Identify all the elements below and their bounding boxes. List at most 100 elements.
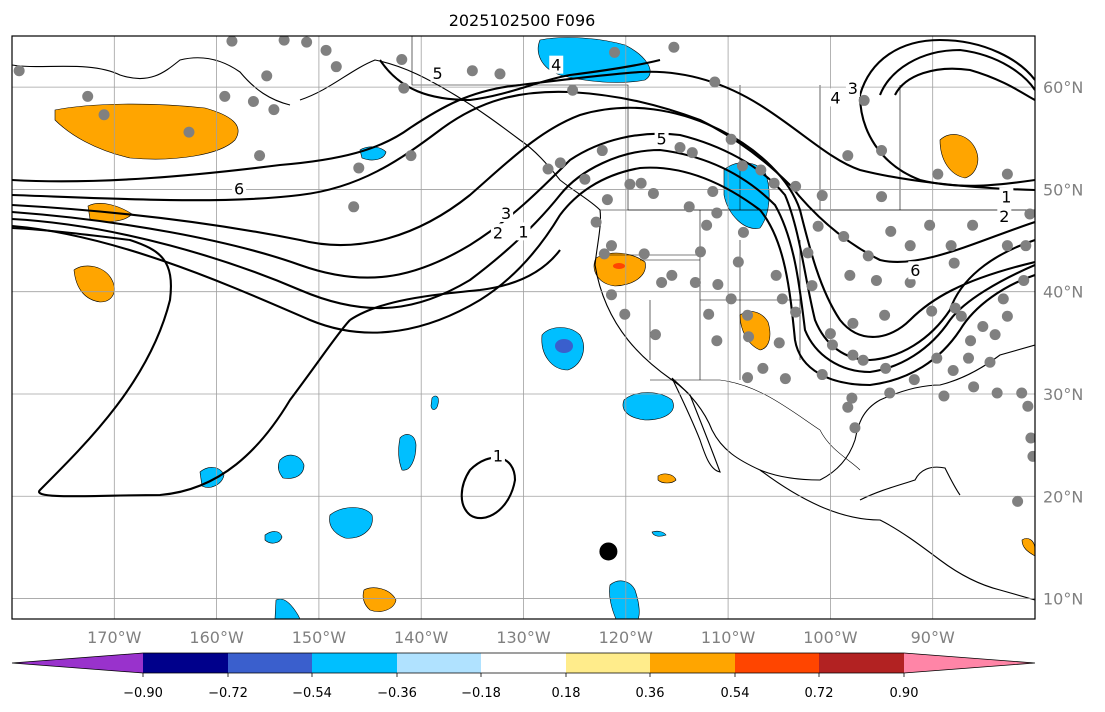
station-dot	[1024, 208, 1035, 220]
station-dot	[226, 36, 238, 47]
station-dot	[1001, 240, 1013, 252]
station-dot	[712, 279, 724, 291]
lon-tick-label: 110°W	[701, 628, 756, 647]
latitude-tick-labels: 10°N 20°N 30°N 40°N 50°N 60°N	[1043, 78, 1083, 608]
station-dot	[82, 90, 94, 102]
station-dot	[968, 381, 980, 393]
longitude-tick-labels: 170°W 160°W 150°W 140°W 130°W 120°W 110°W 100°W…	[87, 628, 955, 647]
station-dot	[1016, 387, 1028, 399]
station-dot	[773, 337, 785, 349]
station-dot	[694, 246, 706, 258]
contour-label: 3	[501, 204, 511, 223]
station-dot	[647, 188, 659, 200]
station-dot	[838, 230, 850, 242]
station-dot	[776, 293, 788, 305]
colorbar-extend-low	[12, 653, 143, 673]
station-dot	[689, 276, 701, 288]
station-points	[13, 36, 1035, 507]
station-dot	[301, 36, 313, 48]
station-dot	[904, 240, 916, 252]
contour-label: 4	[551, 56, 561, 75]
map-gridlines	[12, 36, 1035, 619]
colorbar-tick-label: 0.72	[805, 686, 834, 701]
station-dot	[963, 352, 975, 364]
anomaly-positive-region	[939, 134, 979, 179]
map-frame-border	[11, 35, 1036, 620]
colorbar-segment	[143, 653, 228, 673]
station-dot	[844, 269, 856, 281]
station-dot	[261, 70, 273, 82]
contour-label-background	[516, 222, 531, 241]
station-dot	[219, 90, 231, 102]
anomaly-negative-region	[609, 580, 640, 619]
station-dot	[768, 177, 780, 189]
station-dot	[1018, 274, 1030, 286]
contour-label-background	[490, 446, 505, 465]
station-dot	[948, 257, 960, 269]
anomaly-negative-region	[651, 530, 667, 537]
lat-tick-label: 50°N	[1043, 180, 1083, 199]
station-dot	[926, 305, 938, 317]
station-dot	[348, 201, 360, 213]
station-dot	[596, 145, 608, 157]
station-dot	[949, 302, 961, 314]
colorbar-segment	[650, 653, 735, 673]
station-dot	[666, 269, 678, 281]
station-dot	[725, 133, 737, 145]
station-dot	[997, 293, 1009, 305]
station-dot	[842, 401, 854, 413]
station-dot	[931, 352, 943, 364]
station-dot	[579, 173, 591, 185]
station-dot	[742, 372, 754, 384]
station-dot	[924, 219, 936, 231]
coastline-layer	[12, 57, 1035, 601]
station-dot	[567, 84, 579, 96]
station-dot	[790, 180, 802, 192]
contour-label: 6	[910, 261, 920, 280]
anomaly-negative-region	[622, 392, 674, 421]
station-dot	[725, 293, 737, 305]
station-dot	[857, 354, 869, 366]
colorbar-segment	[228, 653, 312, 673]
station-dot	[779, 373, 791, 385]
station-dot	[598, 248, 610, 260]
station-dot	[405, 150, 417, 162]
colorbar-segment	[481, 653, 566, 673]
station-dot	[1022, 400, 1034, 412]
station-dot	[1001, 310, 1013, 322]
station-dot	[755, 164, 767, 176]
contour-label-background	[654, 129, 669, 148]
map-title: 2025102500 F096	[449, 11, 596, 30]
station-dot	[353, 162, 365, 174]
station-dot	[183, 126, 195, 138]
station-dot	[826, 339, 838, 351]
contour-label: 5	[657, 129, 667, 148]
station-dot	[967, 219, 979, 231]
anomaly-strong-negative-region	[555, 339, 573, 353]
station-dot	[876, 191, 888, 203]
colorbar-segment	[397, 653, 481, 673]
station-dot	[605, 240, 617, 252]
station-dot	[757, 362, 769, 374]
station-dot	[908, 374, 920, 386]
contour-label: 4	[830, 88, 840, 107]
colorbar-tick-label: 0.90	[890, 686, 919, 701]
station-dot	[847, 317, 859, 329]
station-dot	[732, 256, 744, 268]
lon-tick-label: 160°W	[189, 628, 244, 647]
station-dot	[638, 248, 650, 260]
station-dot	[736, 160, 748, 172]
station-dot	[790, 306, 802, 318]
colorbar-tick-label: −0.72	[208, 686, 248, 701]
station-dot	[98, 109, 110, 121]
station-dot	[770, 269, 782, 281]
station-dot	[737, 226, 749, 238]
contour-label: 1	[1001, 188, 1011, 207]
station-dot	[816, 369, 828, 381]
station-dot	[554, 157, 566, 169]
station-dot	[635, 177, 647, 189]
lat-tick-label: 40°N	[1043, 283, 1083, 302]
station-dot	[965, 335, 977, 347]
station-dot	[812, 220, 824, 232]
station-dot	[824, 328, 836, 340]
